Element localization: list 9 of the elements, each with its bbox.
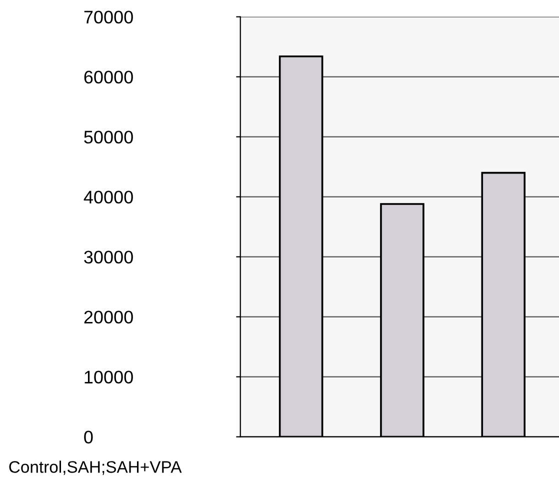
- y-tick-label: 70000: [84, 10, 133, 24]
- y-tick-label: 10000: [84, 370, 133, 384]
- text: Control,SAH;SAH+VPA: [9, 460, 182, 475]
- y-tick-label: 50000: [84, 130, 133, 144]
- y-tick-label: 40000: [84, 190, 133, 204]
- y-tick-label: 30000: [84, 250, 133, 264]
- y-tick-label: 60000: [84, 70, 133, 84]
- y-tick-label: 0: [84, 430, 93, 444]
- y-tick-label: 20000: [84, 310, 133, 324]
